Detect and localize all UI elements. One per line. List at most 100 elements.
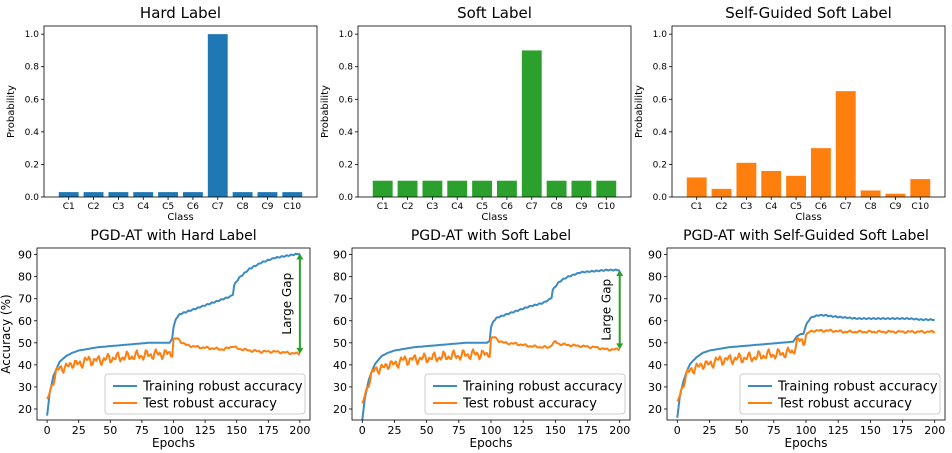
x-tick-label: 50 <box>735 424 749 437</box>
bar-c4 <box>133 192 154 197</box>
y-tick-label: 40 <box>18 359 32 372</box>
x-tick-label: 150 <box>860 424 881 437</box>
bar-c5 <box>158 192 179 197</box>
x-tick-label: C9 <box>575 202 587 212</box>
y-tick-label: 60 <box>333 315 347 328</box>
bar-c10 <box>282 192 303 197</box>
x-tick-label: C10 <box>597 202 615 212</box>
x-tick-label: C4 <box>765 202 777 212</box>
x-axis-label: Class <box>167 212 193 223</box>
bar-c3 <box>736 162 757 197</box>
y-tick-label: 0.8 <box>339 63 354 73</box>
bar-c2 <box>83 192 104 197</box>
x-axis-label: Epochs <box>152 436 195 450</box>
bar-c4 <box>447 180 468 197</box>
bar-c8 <box>860 190 881 197</box>
y-tick-label: 0.6 <box>25 95 40 105</box>
y-tick-label: 0.4 <box>653 128 668 138</box>
bar-c4 <box>761 170 782 197</box>
y-tick-label: 20 <box>18 403 32 416</box>
gap-arrowhead-bottom <box>296 347 304 354</box>
x-tick-label: C10 <box>283 202 301 212</box>
bar-c6 <box>496 180 517 197</box>
x-tick-label: 50 <box>103 424 117 437</box>
x-tick-label: 75 <box>452 424 466 437</box>
y-tick-label: 90 <box>648 249 662 262</box>
plot-frame <box>666 247 946 421</box>
x-tick-label: 125 <box>828 424 849 437</box>
training-accuracy-line <box>676 313 935 418</box>
x-tick-label: C4 <box>451 202 463 212</box>
x-tick-label: C10 <box>911 202 929 212</box>
y-tick-label: 20 <box>648 403 662 416</box>
bar-c6 <box>182 192 203 197</box>
x-tick-label: C6 <box>501 202 513 212</box>
y-tick-label: 30 <box>18 381 32 394</box>
x-axis-label: Epochs <box>470 436 513 450</box>
x-tick-label: C5 <box>790 202 802 212</box>
x-tick-label: 100 <box>481 424 502 437</box>
y-tick-label: 90 <box>18 249 32 262</box>
bar-c5 <box>472 180 493 197</box>
x-tick-label: 0 <box>44 424 51 437</box>
y-tick-label: 30 <box>333 381 347 394</box>
x-tick-label: C2 <box>716 202 728 212</box>
x-tick-label: 200 <box>289 424 310 437</box>
bar-c8 <box>232 192 253 197</box>
x-tick-label: C9 <box>889 202 901 212</box>
y-tick-label: 60 <box>18 315 32 328</box>
bar-chart-1: Hard Label C1 C2 C3 C4 C5 C6 C7 C8 C9 C10 0.0 0.2 0.4… <box>6 4 318 223</box>
gap-annotation: Large Gap <box>280 273 294 335</box>
y-tick-label: 0.8 <box>653 63 668 73</box>
bar-chart-3: Self-Guided Soft Label C1 C2 C3 C4 C5 C6 C7 C8 C9… <box>634 4 946 223</box>
x-axis-label: Class <box>795 212 821 223</box>
x-tick-label: 150 <box>545 424 566 437</box>
chart-title: Self-Guided Soft Label <box>725 4 892 22</box>
y-tick-label: 0.2 <box>653 160 667 170</box>
plot-frame <box>36 247 311 421</box>
bar-chart-2: Soft Label C1 C2 C3 C4 C5 C6 C7 C8 C9 C10 0.0 0.2 0.4… <box>320 4 632 223</box>
chart-title: Hard Label <box>140 4 221 22</box>
bar-c1 <box>686 177 707 197</box>
y-tick-label: 0.4 <box>339 128 354 138</box>
bar-c1 <box>372 180 393 197</box>
gap-annotation: Large Gap <box>600 279 614 341</box>
x-tick-label: C9 <box>261 202 273 212</box>
chart-title: PGD-AT with Hard Label <box>90 228 256 244</box>
bar-c1 <box>58 192 79 197</box>
x-tick-label: C7 <box>526 202 538 212</box>
x-tick-label: C6 <box>187 202 199 212</box>
bar-c9 <box>885 193 906 197</box>
y-tick-label: 0.2 <box>25 160 39 170</box>
bar-c2 <box>711 188 732 197</box>
x-tick-label: 25 <box>702 424 716 437</box>
x-tick-label: 100 <box>796 424 817 437</box>
y-tick-label: 1.0 <box>25 30 40 40</box>
y-tick-label: 20 <box>333 403 347 416</box>
x-tick-label: 75 <box>135 424 149 437</box>
y-tick-label: 60 <box>648 315 662 328</box>
bar-c2 <box>397 180 418 197</box>
gap-arrowhead-top <box>616 270 624 277</box>
y-tick-label: 0.0 <box>25 193 40 203</box>
x-tick-label: C7 <box>212 202 224 212</box>
legend-label: Test robust accuracy <box>777 397 912 412</box>
plot-frame <box>671 25 946 198</box>
x-tick-label: 75 <box>767 424 781 437</box>
bar-c5 <box>786 175 807 197</box>
plot-frame <box>43 25 318 198</box>
y-tick-label: 50 <box>333 337 347 350</box>
x-axis-label: Epochs <box>785 436 828 450</box>
test-accuracy-line <box>46 337 301 400</box>
y-tick-label: 0.0 <box>653 193 668 203</box>
y-tick-label: 40 <box>648 359 662 372</box>
y-tick-label: 70 <box>648 293 662 306</box>
y-tick-label: 0.8 <box>25 63 40 73</box>
x-tick-label: C5 <box>162 202 174 212</box>
x-tick-label: C1 <box>691 202 703 212</box>
y-axis-label: Probability <box>6 85 17 138</box>
bar-c3 <box>108 192 129 197</box>
x-tick-label: 200 <box>924 424 945 437</box>
y-tick-label: 0.6 <box>653 95 668 105</box>
